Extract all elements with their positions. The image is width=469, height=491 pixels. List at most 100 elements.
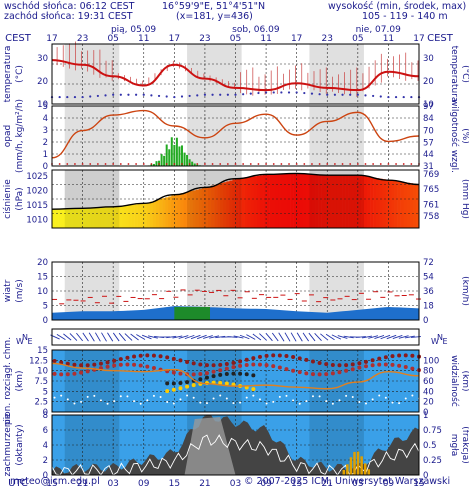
dewpoint-dot — [372, 94, 375, 98]
cloud-layer-dot — [257, 354, 262, 359]
cloud-layer-dot — [231, 360, 236, 365]
top-hour-label: 11 — [138, 34, 149, 44]
cloud-low-dot — [212, 397, 215, 400]
cloud-low-dot — [331, 402, 334, 405]
cloud-layer-dot — [165, 389, 170, 394]
panel-border — [51, 169, 420, 229]
wind-direction-arrow — [76, 332, 84, 342]
pressure-column — [70, 208, 74, 228]
pressure-column — [85, 208, 89, 228]
cloud-cover-tick: 8 — [43, 411, 48, 421]
cloud-layer-dot — [185, 384, 190, 389]
dewpoint-dot — [364, 94, 367, 97]
wind-direction-arrow — [82, 332, 89, 342]
cloud-layer-dot — [410, 366, 415, 371]
pressure-column — [324, 175, 328, 228]
cloud-layer-dot — [191, 372, 196, 377]
cloud-low-dot — [298, 402, 301, 405]
footer-email[interactable]: meteo@icm.edu.pl — [10, 476, 100, 487]
cloud-low-dot — [252, 394, 255, 397]
precip-zero-dot — [311, 163, 313, 165]
pressure-column — [363, 176, 368, 228]
pressure-column — [128, 205, 132, 228]
dewpoint-dot — [303, 91, 306, 95]
precip-bar — [193, 163, 196, 166]
cloud-layer-dot — [165, 381, 170, 386]
cloud-low-dot — [146, 399, 149, 402]
cloud-low-dot — [199, 401, 202, 404]
cloud-layer-dot — [151, 353, 156, 358]
pressure-column — [76, 208, 80, 228]
precip-zero-dot — [211, 163, 214, 165]
cloud-layer-dot — [118, 357, 123, 362]
temperature-line — [51, 59, 420, 92]
y-axis-unit: (km) — [15, 370, 25, 391]
pressure-column — [275, 174, 279, 228]
pressure-column — [293, 173, 297, 228]
cloud-layer-dot — [204, 363, 209, 368]
mmhg-tick: 761 — [423, 200, 439, 210]
cloud-cover-area — [52, 415, 419, 475]
cloud-layer-dot — [350, 362, 355, 367]
dewpoint-dot — [142, 93, 145, 96]
bottom-hour-label: 15 — [169, 479, 180, 489]
pressure-column — [79, 208, 83, 228]
cloud-layer-dot — [277, 365, 282, 370]
cloud-layer-dot — [171, 356, 176, 361]
pressure-column — [226, 181, 230, 228]
bottom-hour-label: 03 — [107, 479, 118, 489]
dewpoint-dot — [188, 94, 191, 98]
wind-direction-arrow — [265, 332, 273, 342]
fog-tick: 1 — [423, 411, 428, 421]
pressure-column — [250, 176, 255, 228]
pressure-column — [327, 175, 331, 228]
y2-axis-unit: (km/h) — [460, 276, 469, 306]
cloud-layer-dot — [390, 362, 395, 367]
cloud-layer-dot — [310, 359, 315, 364]
precip-bar — [168, 149, 171, 166]
cloud-height-tick: 2.5 — [34, 398, 48, 408]
cloud-mid-area — [184, 417, 236, 475]
precip-bar — [163, 155, 166, 166]
top-hour-label: 23 — [199, 34, 210, 44]
precip-zero-dot — [188, 163, 191, 165]
pressure-column — [345, 175, 349, 228]
pressure-column — [373, 177, 377, 228]
dewpoint-dot — [379, 95, 382, 98]
wind-direction-arrow — [337, 335, 348, 339]
kmh-tick: 72 — [423, 258, 434, 268]
wind-direction-arrow — [314, 333, 322, 341]
y2-axis-label: widzialność — [449, 355, 460, 407]
cloud-layer-dot — [304, 371, 309, 376]
y2-axis-label: temperatura — [449, 46, 459, 103]
pressure-column — [140, 203, 145, 228]
bottom-hour-label: 15 — [413, 479, 424, 489]
panel-border — [51, 105, 420, 167]
top-hour-label: 23 — [322, 34, 333, 44]
visibility-tick: 40 — [423, 387, 434, 397]
top-hour-label: 05 — [230, 34, 241, 44]
cloud-layer-dot — [171, 387, 176, 392]
wind-direction-arrow — [88, 332, 95, 342]
fog-tick: 0 — [423, 471, 428, 481]
dewpoint-dot — [96, 94, 99, 98]
pressure-column — [146, 202, 151, 228]
wind-direction-arrow — [271, 332, 279, 342]
wind-direction-arrow — [290, 332, 297, 342]
pressure-tick: 1020 — [26, 186, 48, 196]
bottom-hour-label: 15 — [46, 479, 57, 489]
cloud-low-dot — [139, 402, 142, 405]
cloud-low-dot — [311, 395, 314, 398]
pressure-column — [247, 176, 252, 228]
dewpoint-dot — [356, 93, 359, 96]
bottom-hour-label: 15 — [291, 479, 302, 489]
wind-direction-arrow — [374, 335, 385, 339]
cloud-low-dot — [126, 395, 129, 398]
fog-tick: 0.25 — [423, 456, 442, 466]
cloud-layer-dot — [105, 360, 110, 365]
dewpoint-dot — [66, 95, 69, 99]
dewpoint-dot — [104, 94, 107, 97]
pressure-column — [394, 181, 398, 228]
wind-speed-area — [52, 306, 419, 320]
dewpoint-dot — [226, 93, 229, 96]
